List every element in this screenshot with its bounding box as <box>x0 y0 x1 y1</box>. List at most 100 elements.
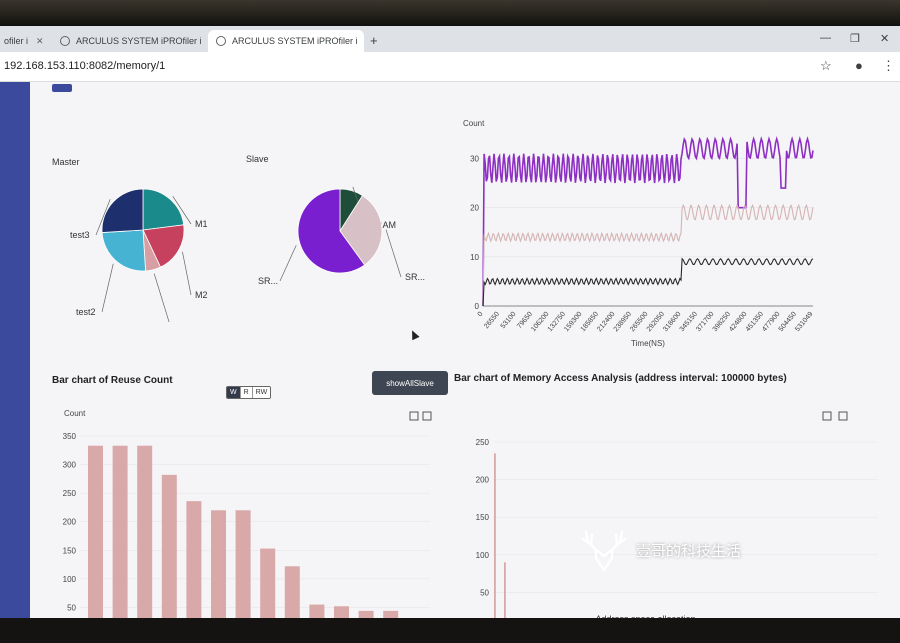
x-tick-label: 531049 <box>794 311 814 333</box>
mode-w-button[interactable]: W <box>227 387 241 398</box>
master-title: Master <box>52 157 80 167</box>
y-tick-label: 100 <box>63 575 77 584</box>
x-tick-label: 26550 <box>483 311 501 330</box>
y-axis-label: Count <box>64 409 86 418</box>
monitor-bottom-bezel <box>0 618 900 643</box>
legend-chip <box>52 84 72 92</box>
restore-icon[interactable]: ❐ <box>850 33 860 45</box>
y-tick-label: 100 <box>476 551 490 560</box>
y-tick-label: 300 <box>63 461 77 470</box>
pie-label: M1 <box>195 219 208 229</box>
bar <box>186 501 202 624</box>
y-tick-label: 30 <box>470 155 479 164</box>
pie-label: test3 <box>70 230 90 240</box>
slave-title: Slave <box>246 154 269 164</box>
master-pie-chart: M1 M2 test test2 test3 <box>70 188 208 322</box>
sidebar <box>0 82 30 624</box>
deer-logo-icon <box>581 530 627 573</box>
y-tick-label: 250 <box>63 489 77 498</box>
minimize-icon[interactable]: — <box>820 32 831 44</box>
memory-chart-title: Bar chart of Memory Access Analysis (add… <box>454 373 787 384</box>
pie-leader-line <box>182 251 192 296</box>
bar <box>260 548 276 624</box>
pie-charts: M1 M2 test test2 test3 SRAM SR... SR... <box>70 186 425 322</box>
pie-slice <box>339 194 383 266</box>
pie-label: SRAM <box>370 220 396 230</box>
tab-1-title: ofiler i <box>4 36 29 46</box>
watermark-text: 壹哥的科技生活 <box>636 541 742 560</box>
y-tick-label: 0 <box>475 302 480 311</box>
page: Master Slave M1 M2 test test2 test3 SRAM SR..… <box>0 82 900 624</box>
line-series <box>482 257 814 307</box>
slave-pie-chart: SRAM SR... SR... <box>258 186 425 286</box>
bar <box>504 562 506 624</box>
x-tick-label: 0 <box>477 311 485 319</box>
pie-leader-line <box>153 273 170 322</box>
bar <box>284 566 300 624</box>
bar <box>235 510 251 624</box>
monitor-top-bezel <box>0 0 900 24</box>
new-tab-icon[interactable]: + <box>370 33 378 48</box>
menu-icon[interactable]: ⋮ <box>882 58 895 73</box>
tab-3-title: ARCULUS SYSTEM iPROfiler i <box>232 36 358 46</box>
profile-icon[interactable]: ● <box>855 58 863 73</box>
pie-slice <box>101 188 144 233</box>
pie-leader-line <box>385 229 402 278</box>
tab-2-title: ARCULUS SYSTEM iPROfiler i <box>76 36 202 46</box>
y-tick-label: 50 <box>67 603 76 612</box>
bar <box>112 445 128 624</box>
line-series <box>482 203 814 307</box>
star-icon[interactable]: ☆ <box>820 58 832 73</box>
pie-leader-line <box>172 196 192 225</box>
show-all-slave-button[interactable]: showAllSlave <box>372 371 448 395</box>
restore-icon <box>838 411 848 421</box>
memory-bar-chart: 050100150200250Address space allocation <box>476 411 878 624</box>
address-bar[interactable]: 192.168.153.110:8082/memory/1 <box>4 60 166 72</box>
tab-3[interactable]: ARCULUS SYSTEM iPROfiler i ✕ <box>208 30 364 52</box>
y-tick-label: 200 <box>476 476 490 485</box>
y-tick-label: 20 <box>470 204 479 213</box>
browser-toolbar: 192.168.153.110:8082/memory/1 ☆ ● ⋮ <box>0 52 900 82</box>
y-tick-label: 50 <box>480 588 489 597</box>
mouse-cursor-icon <box>408 328 420 341</box>
pie-label: test <box>162 320 177 322</box>
x-axis-label: Time(NS) <box>631 339 665 348</box>
tab-strip: ofiler i ✕ ARCULUS SYSTEM iPROfiler i ✕ … <box>0 26 900 52</box>
pie-slice <box>142 188 185 231</box>
close-icon[interactable]: ✕ <box>36 35 44 46</box>
reuse-chart-title: Bar chart of Reuse Count <box>52 375 173 386</box>
y-tick-label: 350 <box>63 432 77 441</box>
pie-label: SR... <box>258 276 278 286</box>
pie-label: M2 <box>195 290 208 300</box>
watermark: 壹哥的科技生活 <box>580 526 741 574</box>
x-tick-label: 53100 <box>500 311 518 330</box>
tab-2[interactable]: ARCULUS SYSTEM iPROfiler i ✕ <box>52 30 208 52</box>
pie-leader-line <box>95 199 111 236</box>
y-tick-label: 200 <box>63 518 77 527</box>
reuse-bar-chart: Count050100150200250300350 <box>63 409 432 624</box>
y-tick-label: 150 <box>63 546 77 555</box>
y-tick-label: 150 <box>476 513 490 522</box>
close-window-icon[interactable]: ✕ <box>880 33 890 45</box>
pie-leader-line <box>101 263 114 313</box>
zoom-icon <box>409 411 419 421</box>
timeline-line-chart: Count01020300265505310079650106200132750… <box>463 119 815 348</box>
bar <box>494 453 496 624</box>
bar <box>137 445 153 624</box>
line-series <box>482 136 814 307</box>
mode-rw-button[interactable]: RW <box>252 387 271 398</box>
globe-icon <box>216 36 226 46</box>
pie-leader-line <box>279 245 297 282</box>
pie-slice <box>101 229 146 272</box>
mode-r-button[interactable]: R <box>240 387 253 398</box>
pie-slice <box>297 188 366 274</box>
screen: ofiler i ✕ ARCULUS SYSTEM iPROfiler i ✕ … <box>0 24 900 624</box>
pie-slice <box>142 224 185 268</box>
bar <box>161 474 177 624</box>
tab-1[interactable]: ofiler i ✕ <box>0 30 48 52</box>
bar <box>88 445 103 624</box>
y-axis-label: Count <box>463 119 485 128</box>
pie-label: SR... <box>405 272 425 282</box>
y-tick-label: 250 <box>476 438 490 447</box>
reuse-mode-toggle: W R RW <box>226 386 272 399</box>
